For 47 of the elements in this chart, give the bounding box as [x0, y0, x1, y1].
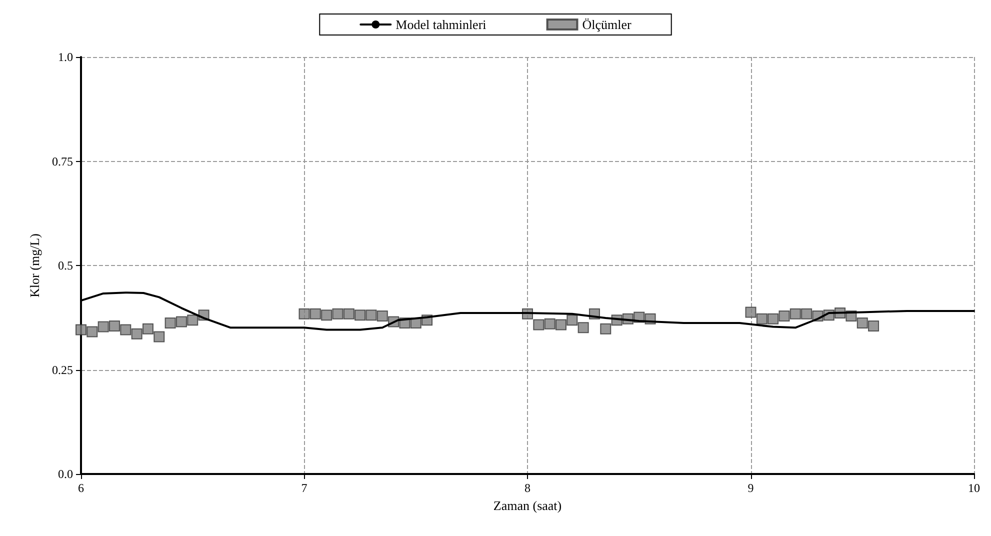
point: [86, 326, 98, 338]
y-tick-label: 0.5: [58, 258, 73, 272]
x-tick-label: 9: [748, 481, 754, 495]
point: [856, 318, 868, 329]
point: [366, 310, 377, 321]
point: [321, 310, 332, 321]
point: [187, 314, 198, 326]
point: [142, 323, 154, 334]
point: [600, 323, 612, 334]
x-tick-label: 8: [524, 481, 530, 495]
point: [533, 319, 544, 330]
point: [790, 308, 801, 320]
point: [578, 322, 589, 334]
x-tick-label: 7: [301, 481, 308, 495]
point: [778, 310, 790, 322]
point: [98, 321, 109, 332]
point: [154, 331, 165, 342]
legend-label: Model tahminleri: [396, 17, 487, 32]
point: [176, 316, 187, 328]
point: [376, 310, 388, 322]
point: [298, 308, 310, 320]
x-axis-title: Zaman (saat): [493, 498, 562, 513]
point: [544, 318, 556, 330]
point: [868, 320, 880, 332]
point: [131, 328, 142, 340]
x-tick-label: 10: [968, 481, 980, 495]
y-axis-title: Klor (mg/L): [27, 234, 42, 298]
y-tick-label: 0.25: [52, 362, 73, 377]
point: [354, 310, 366, 321]
point: [76, 324, 86, 336]
point: [768, 313, 779, 324]
x-tick-label: 6: [78, 481, 84, 495]
point: [343, 308, 354, 320]
point: [745, 306, 756, 318]
point: [801, 308, 812, 320]
point: [120, 324, 132, 336]
point: [332, 308, 344, 320]
y-tick-label: 0.0: [58, 467, 73, 481]
point: [756, 313, 768, 324]
y-tick-label: 0.75: [52, 154, 73, 168]
legend-label: Ölçümler: [582, 17, 632, 32]
point: [108, 320, 120, 332]
point: [310, 308, 321, 320]
y-tick-label: 1.0: [58, 50, 73, 64]
point: [164, 318, 176, 329]
point: [566, 314, 578, 326]
point: [555, 319, 566, 330]
